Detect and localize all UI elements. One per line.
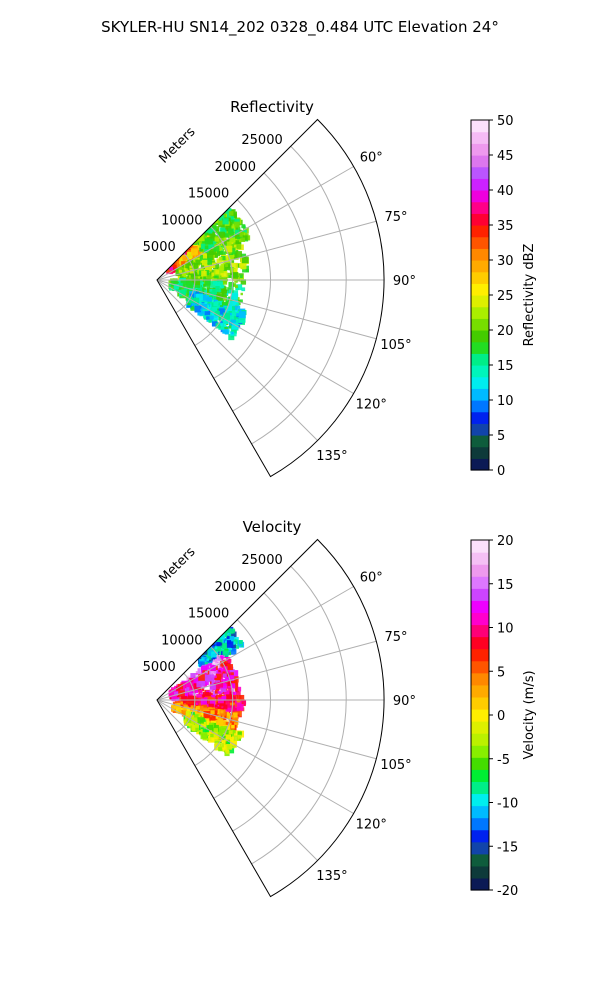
colorbar-tick-label: 15 [497, 578, 514, 593]
sector-outline [156, 118, 385, 478]
colorbar: -20 -15 -10 -5 0 5 10 15 20 Velocity (m/s) [470, 534, 537, 899]
colorbar-tick-label: 5 [497, 429, 505, 444]
azimuth-tick-label: 60° [360, 150, 383, 165]
sector-outline [156, 538, 385, 898]
range-tick-label: 10000 [161, 213, 202, 228]
azimuth-tick-label: 75° [384, 210, 407, 225]
colorbar-label: Velocity (m/s) [522, 670, 537, 759]
panel-title: Reflectivity [230, 98, 314, 116]
colorbar: 0 5 10 15 20 25 30 35 40 45 50 Reflectivity dBZ [470, 114, 537, 479]
range-axis-label: Meters [157, 124, 199, 166]
range-axis-label: Meters [157, 544, 199, 586]
azimuth-tick-label: 60° [360, 570, 383, 585]
range-tick-label: 15000 [188, 607, 229, 622]
azimuth-tick-label: 75° [384, 630, 407, 645]
range-tick-label: 15000 [188, 187, 229, 202]
echo-field [165, 208, 251, 341]
range-tick-label: 20000 [215, 160, 256, 175]
echo-region [183, 710, 245, 757]
colorbar-tick-label: 35 [497, 219, 514, 234]
range-tick-label: 25000 [241, 553, 282, 568]
polar-grid [156, 145, 384, 445]
colorbar-tick-label: 45 [497, 149, 514, 164]
azimuth-tick-label: 120° [356, 398, 387, 413]
colorbar-tick-label: 10 [497, 622, 514, 637]
colorbar-tick-label: 0 [497, 709, 505, 724]
colorbar-label: Reflectivity dBZ [522, 244, 537, 347]
echo-region [186, 291, 247, 341]
radar-panel-reflectivity: Reflectivity60°75°90°105°120°135°5000100… [143, 98, 537, 479]
colorbar-tick-label: 50 [497, 114, 514, 129]
colorbar-tick-label: 15 [497, 359, 514, 374]
figure-title: SKYLER-HU SN14_202 0328_0.484 UTC Elevat… [101, 18, 499, 37]
colorbar-tick-label: -20 [497, 884, 518, 899]
echo-region [175, 240, 249, 285]
azimuth-tick-label: 135° [316, 869, 347, 884]
azimuth-tick-label: 120° [356, 818, 387, 833]
colorbar-tick-label: 5 [497, 665, 505, 680]
colorbar-tick-label: 0 [497, 464, 505, 479]
colorbar-tick-label: 30 [497, 254, 514, 269]
azimuth-tick-label: 135° [316, 449, 347, 464]
colorbar-tick-label: 10 [497, 394, 514, 409]
colorbar-tick-label: 20 [497, 324, 514, 339]
azimuth-tick-label: 90° [393, 274, 416, 289]
polar-grid [156, 565, 384, 865]
range-tick-label: 10000 [161, 633, 202, 648]
panel-title: Velocity [243, 518, 302, 536]
range-tick-label: 5000 [143, 240, 176, 255]
azimuth-tick-label: 105° [380, 338, 411, 353]
range-tick-label: 25000 [241, 133, 282, 148]
range-tick-label: 20000 [215, 580, 256, 595]
colorbar-tick-label: -5 [497, 753, 510, 768]
azimuth-tick-label: 105° [380, 758, 411, 773]
range-tick-label: 5000 [143, 660, 176, 675]
colorbar-tick-label: 25 [497, 289, 514, 304]
azimuth-tick-label: 90° [393, 694, 416, 709]
colorbar-tick-label: -10 [497, 797, 518, 812]
colorbar-tick-label: 40 [497, 184, 514, 199]
colorbar-tick-label: 20 [497, 534, 514, 549]
colorbar-tick-label: -15 [497, 840, 518, 855]
radar-panel-velocity: Velocity 60° 75° 90° 105° 120° 135° 5000 10000 15… [143, 518, 537, 899]
